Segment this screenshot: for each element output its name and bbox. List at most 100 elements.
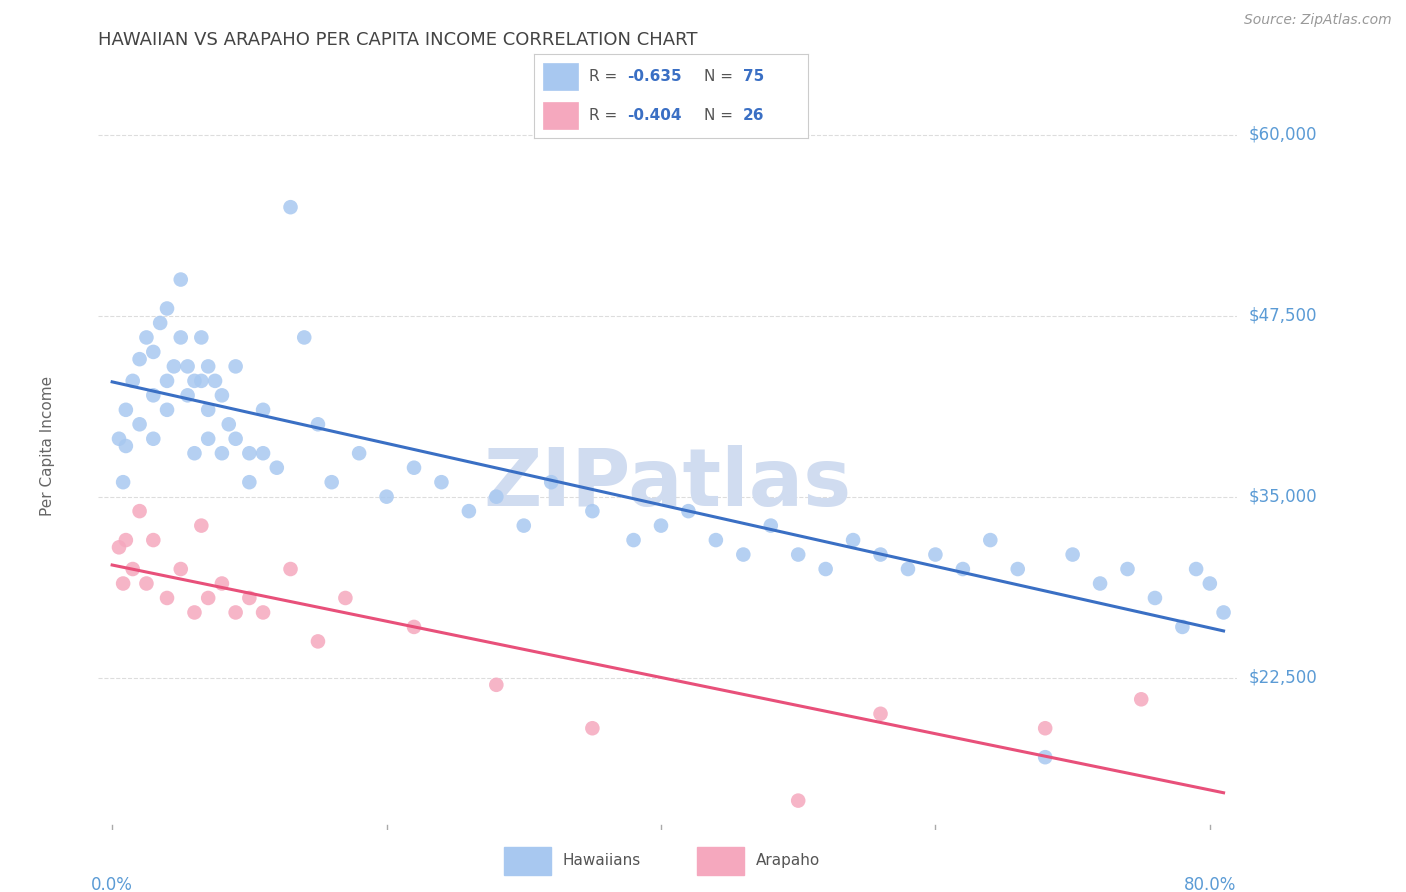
- Point: [1198, 576, 1220, 591]
- Point: [280, 562, 302, 576]
- Point: [1007, 562, 1029, 576]
- Point: [1185, 562, 1208, 576]
- Point: [108, 541, 131, 555]
- Point: [218, 417, 240, 432]
- Point: [183, 606, 205, 620]
- Point: [952, 562, 974, 576]
- Text: 80.0%: 80.0%: [1184, 876, 1236, 892]
- Point: [183, 446, 205, 460]
- Point: [115, 439, 138, 453]
- Text: Hawaiians: Hawaiians: [562, 854, 641, 868]
- Point: [225, 606, 247, 620]
- Point: [183, 374, 205, 388]
- Point: [1033, 750, 1056, 764]
- Point: [156, 374, 179, 388]
- Point: [1088, 576, 1111, 591]
- Point: [1116, 562, 1139, 576]
- Point: [623, 533, 645, 547]
- Point: [252, 606, 274, 620]
- Point: [128, 352, 150, 367]
- Text: $35,000: $35,000: [1249, 488, 1317, 506]
- Point: [238, 475, 260, 490]
- Point: [197, 359, 219, 374]
- Text: Arapaho: Arapaho: [756, 854, 820, 868]
- Point: [869, 548, 891, 562]
- Point: [787, 794, 810, 808]
- FancyBboxPatch shape: [543, 62, 578, 90]
- Point: [280, 200, 302, 214]
- Text: Source: ZipAtlas.com: Source: ZipAtlas.com: [1244, 13, 1392, 28]
- Point: [842, 533, 865, 547]
- Text: $60,000: $60,000: [1249, 126, 1317, 144]
- Point: [430, 475, 453, 490]
- Point: [176, 388, 198, 402]
- Point: [252, 402, 274, 417]
- Point: [156, 591, 179, 605]
- Point: [485, 490, 508, 504]
- Point: [581, 504, 603, 518]
- Point: [197, 432, 219, 446]
- Point: [335, 591, 357, 605]
- Point: [135, 576, 157, 591]
- Point: [115, 533, 138, 547]
- Point: [211, 446, 233, 460]
- Point: [759, 518, 782, 533]
- Point: [814, 562, 837, 576]
- Text: $22,500: $22,500: [1249, 669, 1317, 687]
- Point: [121, 374, 143, 388]
- Point: [678, 504, 700, 518]
- Text: N =: N =: [704, 69, 734, 84]
- Point: [238, 446, 260, 460]
- Point: [1062, 548, 1084, 562]
- Point: [307, 634, 329, 648]
- Point: [787, 548, 810, 562]
- Point: [650, 518, 672, 533]
- Point: [513, 518, 536, 533]
- Text: 0.0%: 0.0%: [91, 876, 134, 892]
- Point: [170, 330, 193, 344]
- Point: [108, 432, 131, 446]
- Text: $47,500: $47,500: [1249, 307, 1317, 325]
- Point: [266, 460, 288, 475]
- Point: [156, 301, 179, 316]
- Text: -0.404: -0.404: [627, 108, 682, 123]
- Point: [135, 330, 157, 344]
- Point: [485, 678, 508, 692]
- Point: [225, 432, 247, 446]
- Point: [149, 316, 172, 330]
- Point: [211, 576, 233, 591]
- FancyBboxPatch shape: [697, 847, 744, 875]
- Point: [112, 576, 135, 591]
- Point: [1143, 591, 1166, 605]
- Point: [128, 417, 150, 432]
- Text: 26: 26: [742, 108, 763, 123]
- Point: [402, 460, 425, 475]
- Point: [156, 402, 179, 417]
- FancyBboxPatch shape: [543, 102, 578, 129]
- Point: [142, 345, 165, 359]
- Text: R =: R =: [589, 108, 617, 123]
- Text: Per Capita Income: Per Capita Income: [39, 376, 55, 516]
- Text: HAWAIIAN VS ARAPAHO PER CAPITA INCOME CORRELATION CHART: HAWAIIAN VS ARAPAHO PER CAPITA INCOME CO…: [98, 31, 697, 49]
- Point: [190, 374, 212, 388]
- Point: [112, 475, 135, 490]
- Point: [581, 721, 603, 735]
- Text: 75: 75: [742, 69, 763, 84]
- Point: [142, 388, 165, 402]
- Text: N =: N =: [704, 108, 734, 123]
- Point: [1033, 721, 1056, 735]
- Point: [704, 533, 727, 547]
- Point: [540, 475, 562, 490]
- Point: [897, 562, 920, 576]
- Text: -0.635: -0.635: [627, 69, 682, 84]
- Point: [211, 388, 233, 402]
- FancyBboxPatch shape: [503, 847, 551, 875]
- Point: [197, 591, 219, 605]
- Point: [733, 548, 755, 562]
- Point: [292, 330, 315, 344]
- Point: [225, 359, 247, 374]
- Point: [869, 706, 891, 721]
- Point: [1130, 692, 1153, 706]
- Point: [238, 591, 260, 605]
- Point: [176, 359, 198, 374]
